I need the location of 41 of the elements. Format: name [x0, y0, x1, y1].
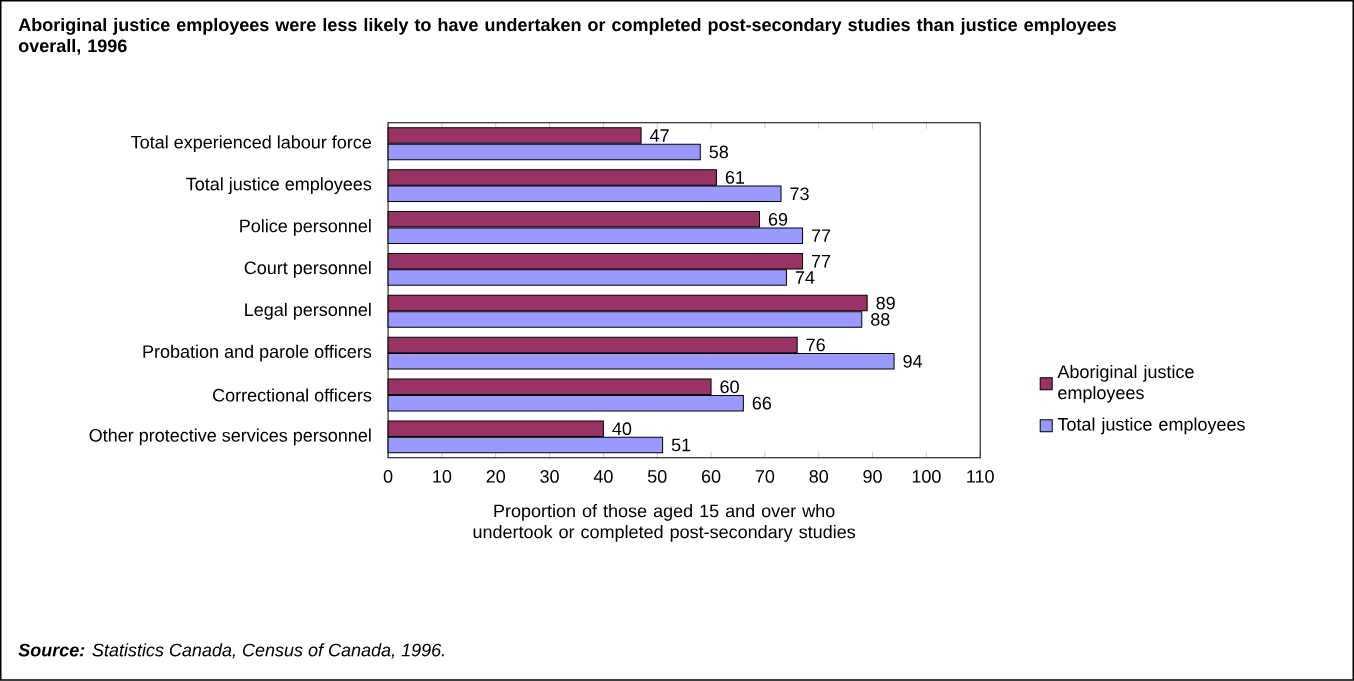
x-tick-label: 50	[647, 470, 667, 483]
data-label: 60	[720, 380, 739, 394]
data-label: 69	[768, 212, 788, 226]
data-label: 76	[806, 338, 825, 352]
y-tick-label: Court personnel	[244, 261, 371, 278]
data-label: 89	[876, 296, 895, 310]
data-label: 51	[671, 438, 691, 452]
y-tick-label: Legal personnel	[245, 302, 371, 320]
x-tick-label: 0	[383, 470, 393, 483]
legend-label: Total justice employees	[1057, 417, 1245, 435]
data-label: 94	[903, 354, 923, 368]
data-label: 74	[795, 271, 815, 284]
data-label: 47	[649, 129, 669, 142]
data-label: 88	[871, 313, 890, 326]
y-tick-label: Correctional officers	[213, 388, 372, 402]
legend-label: Aboriginal justice employees	[1057, 364, 1194, 403]
y-tick-label: Probation and parole officers	[143, 344, 372, 362]
x-tick-label: 110	[967, 470, 994, 483]
chart-title: Aboriginal justice employees were less likely to have undertaken or completed post-secondary studies than justice employees overall, 1996	[18, 18, 1116, 55]
data-label: 77	[811, 229, 831, 242]
y-tick-label: Other protective services personnel	[89, 428, 371, 446]
data-label: 66	[752, 396, 772, 410]
x-tick-label: 40	[593, 470, 613, 483]
x-tick-label: 20	[486, 470, 506, 483]
x-axis-title: Proportion of those aged 15 and over who undertook or completed post-secondary studies	[473, 504, 856, 542]
data-label: 73	[790, 187, 809, 201]
x-tick-label: 100	[912, 470, 941, 483]
y-tick-label: Total justice employees	[186, 177, 372, 195]
data-label: 77	[811, 255, 831, 268]
x-tick-label: 10	[433, 470, 452, 483]
text: Source: Statistics Canada, Census of Canada, 1996.	[18, 643, 444, 659]
x-tick-label: 70	[755, 470, 775, 483]
data-label: 58	[709, 145, 729, 159]
y-tick-label: Police personnel	[240, 219, 371, 236]
y-tick-label: Total experienced labour force	[131, 135, 372, 153]
x-tick-label: 90	[863, 470, 882, 483]
x-tick-label: 60	[701, 470, 721, 483]
data-label: 40	[612, 422, 632, 436]
x-tick-label: 30	[540, 470, 559, 483]
x-tick-label: 80	[809, 470, 829, 483]
data-label: 61	[725, 171, 745, 184]
